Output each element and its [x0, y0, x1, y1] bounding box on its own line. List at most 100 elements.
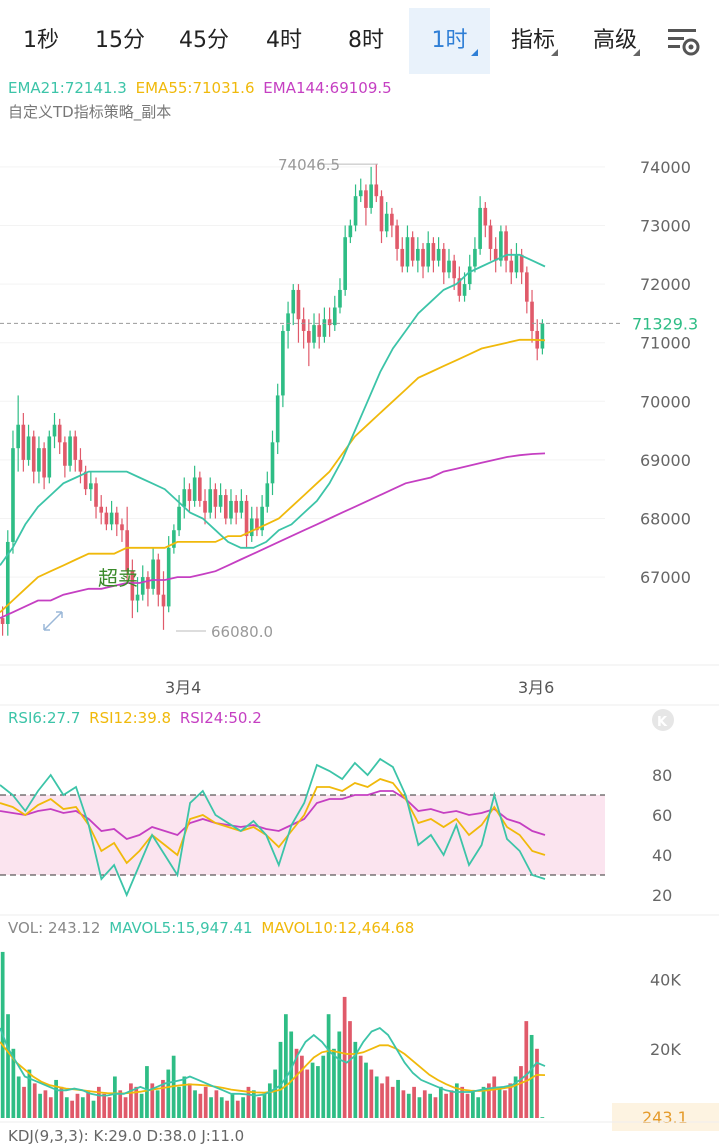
chart-settings-button[interactable] — [664, 22, 704, 62]
candle-body — [177, 506, 181, 531]
volume-bar — [38, 1093, 42, 1118]
rsi24-line — [0, 790, 546, 841]
candle-body — [120, 524, 124, 531]
tab-label: 45分 — [179, 28, 229, 53]
candle-body — [296, 289, 301, 320]
candle-body — [281, 330, 285, 396]
tab-45分[interactable]: 45分 — [166, 8, 242, 74]
volume-bar — [155, 1090, 160, 1118]
k-logo-letter: K — [657, 715, 668, 730]
volume-bar — [118, 1090, 123, 1118]
candle-body — [353, 196, 358, 226]
candle-body — [488, 225, 493, 249]
price-axis-tick: 73000 — [640, 216, 691, 235]
candle-body — [467, 266, 472, 285]
volume-bar — [273, 1069, 278, 1118]
volume-bar — [283, 1014, 288, 1118]
candle-body — [332, 307, 337, 326]
mavol5-legend: MAVOL5:15,947.41 — [109, 919, 253, 937]
volume-bar — [524, 1021, 529, 1118]
volume-bar — [535, 1048, 539, 1118]
volume-bar — [16, 1076, 21, 1118]
volume-bar — [481, 1086, 486, 1118]
candle-body — [218, 495, 223, 507]
volume-axis-tick: 20K — [650, 1040, 681, 1059]
volume-bar — [305, 1069, 310, 1118]
volume-bar — [385, 1076, 390, 1118]
candle-body — [156, 559, 161, 595]
candle-body — [63, 442, 67, 466]
volume-bar — [487, 1083, 491, 1118]
volume-bar — [113, 1076, 117, 1118]
tab-1时[interactable]: 1时 — [409, 8, 490, 74]
candle-body — [31, 436, 36, 472]
price-axis-tick: 69000 — [640, 451, 691, 470]
candle-body — [499, 231, 503, 261]
x-axis-label: 3月4 — [165, 678, 201, 697]
volume-bar — [460, 1086, 465, 1118]
tab-指标[interactable]: 指标 — [496, 8, 570, 74]
ema144-line — [0, 452, 546, 619]
candle-body — [192, 477, 197, 501]
volume-bar — [513, 1076, 518, 1118]
volume-bar — [193, 1090, 197, 1118]
candle-body — [26, 436, 31, 460]
candle-body — [229, 500, 233, 519]
volume-bar — [91, 1100, 96, 1118]
candle-body — [99, 506, 104, 513]
tab-label: 指标 — [510, 28, 555, 53]
volume-bar — [406, 1093, 411, 1118]
candle-body — [473, 248, 477, 267]
candle-body — [317, 325, 322, 337]
rsi6-line — [0, 757, 546, 898]
candle-body — [73, 436, 78, 460]
volume-bar — [182, 1076, 187, 1118]
high-price-label: 74046.5 — [278, 156, 340, 174]
price-axis-tick: 74000 — [640, 158, 691, 177]
candle-body — [509, 260, 514, 273]
tab-8时[interactable]: 8时 — [330, 8, 402, 74]
rsi24-legend: RSI24:50.2 — [179, 709, 262, 727]
dropdown-arrow-icon — [633, 49, 640, 56]
tab-15分[interactable]: 15分 — [84, 8, 156, 74]
tab-4时[interactable]: 4时 — [248, 8, 320, 74]
volume-bar — [219, 1097, 224, 1118]
volume-bar — [166, 1069, 171, 1118]
volume-bar — [32, 1083, 37, 1118]
volume-bar — [508, 1083, 513, 1118]
ema55-legend: EMA55:71031.6 — [135, 79, 255, 97]
tab-label: 1时 — [431, 28, 468, 53]
low-price-label: 66080.0 — [211, 623, 273, 641]
volume-bar — [300, 1055, 304, 1118]
volume-bar — [433, 1097, 438, 1118]
candle-body — [301, 319, 306, 331]
candle-body — [379, 196, 384, 232]
volume-bar — [80, 1097, 85, 1118]
tab-1秒[interactable]: 1秒 — [12, 8, 70, 74]
volume-bar — [187, 1083, 192, 1118]
volume-bar — [454, 1083, 459, 1118]
candle-body — [78, 459, 83, 472]
candle-body — [42, 448, 46, 478]
candle-body — [249, 518, 254, 537]
candle-body — [47, 436, 52, 478]
volume-bar — [321, 1055, 326, 1118]
tab-高级[interactable]: 高级 — [578, 8, 652, 74]
volume-bar — [390, 1086, 395, 1118]
candle-body — [327, 319, 332, 326]
volume-bar — [503, 1090, 507, 1118]
tab-label: 15分 — [95, 28, 145, 53]
rsi-band — [0, 795, 605, 875]
ema21-legend: EMA21:72141.3 — [8, 79, 127, 97]
price-axis-tick: 67000 — [640, 568, 691, 587]
volume-bar — [417, 1097, 422, 1118]
candle-body — [255, 518, 259, 531]
indicator-name[interactable]: 自定义TD指标策略_副本 — [8, 103, 172, 121]
candle-body — [109, 512, 114, 525]
volume-bar — [470, 1090, 475, 1118]
ema144-legend: EMA144:69109.5 — [263, 79, 392, 97]
candle-body — [213, 489, 218, 507]
candle-body — [130, 571, 135, 601]
kdj-legend: KDJ(9,3,3): K:29.0 D:38.0 J:11.0 — [8, 1127, 245, 1145]
